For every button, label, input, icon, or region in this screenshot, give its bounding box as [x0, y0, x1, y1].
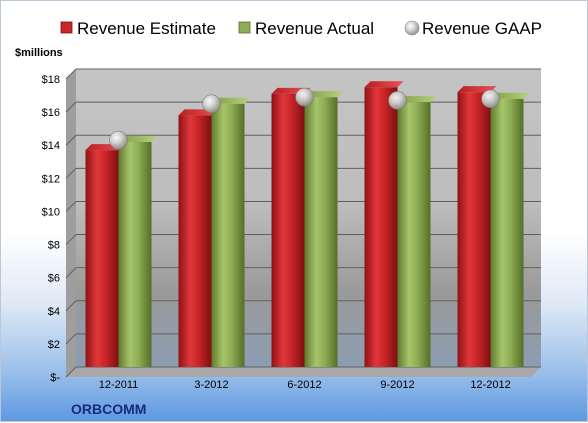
- estimate-bar: [271, 87, 311, 367]
- x-tick-label: 12-2011: [99, 379, 139, 391]
- company-name: ORBCOMM: [71, 401, 146, 417]
- gridline-side: [65, 234, 77, 245]
- y-tick-label: $-: [50, 372, 60, 384]
- y-tick-label: $10: [42, 206, 60, 218]
- actual-bar: [397, 96, 437, 367]
- y-tick-label: $6: [48, 273, 60, 285]
- bars: [85, 81, 530, 368]
- x-tick-label: 9-2012: [380, 379, 414, 391]
- actual-bar-front: [211, 103, 245, 368]
- gridline-side: [65, 167, 77, 179]
- actual-bar: [118, 135, 158, 367]
- legend-swatch: [60, 21, 73, 34]
- y-tick-label: $16: [42, 107, 60, 119]
- actual-bar-top: [490, 92, 530, 99]
- gridline-side: [65, 101, 77, 113]
- estimate-bar: [85, 144, 125, 367]
- gridline-side: [65, 300, 77, 312]
- actual-bar-top: [304, 91, 344, 98]
- y-tick-label: $2: [48, 339, 60, 351]
- legend-label: Revenue GAAP: [422, 19, 542, 38]
- plot-floor: [66, 367, 541, 377]
- gaap-point: [388, 91, 407, 110]
- gridline-side: [65, 267, 77, 279]
- actual-bar-front: [490, 98, 524, 368]
- x-tick-label: 12-2012: [470, 379, 510, 391]
- actual-bar-top: [118, 135, 158, 142]
- actual-bar-front: [397, 102, 431, 367]
- gaap-point: [481, 89, 500, 109]
- y-axis-ticks: $- $2 $4 $6 $8 $10 $12 $14 $16 $18: [42, 74, 61, 384]
- x-axis-ticks: 12-2011 3-2012 6-2012 9-2012 12-2012: [99, 379, 511, 391]
- y-tick-label: $12: [42, 173, 60, 185]
- y-tick-label: $8: [48, 240, 60, 252]
- estimate-bar-front: [178, 115, 212, 367]
- actual-bar-front: [118, 141, 152, 367]
- actual-bar-top: [397, 96, 437, 103]
- chart-legend: Revenue Estimate Revenue Actual Revenue GA…: [60, 19, 542, 38]
- legend-label: Revenue Estimate: [77, 19, 216, 38]
- y-axis-label: $millions: [15, 47, 63, 59]
- gridline-side: [65, 68, 77, 80]
- legend-swatch: [238, 21, 251, 34]
- estimate-bar-front: [457, 92, 491, 367]
- y-tick-label: $14: [42, 140, 60, 152]
- estimate-bar-top: [364, 81, 404, 88]
- actual-bar-front: [304, 97, 338, 368]
- legend-swatch: [404, 20, 420, 36]
- y-tick-label: $18: [42, 74, 60, 86]
- plot-side-wall: [66, 69, 76, 377]
- gaap-points: [109, 87, 500, 150]
- gridline-side: [65, 134, 77, 146]
- gridline-side: [65, 333, 77, 345]
- gaap-point: [295, 87, 314, 107]
- gridline-side: [65, 366, 77, 378]
- actual-bar: [304, 91, 344, 368]
- actual-bar: [211, 97, 251, 368]
- actual-bar-top: [211, 97, 251, 104]
- estimate-bar: [364, 81, 404, 367]
- gaap-point: [202, 94, 221, 114]
- gaap-point: [109, 130, 128, 150]
- estimate-bar-front: [271, 93, 305, 367]
- estimate-bar-front: [364, 87, 398, 367]
- y-tick-label: $4: [48, 306, 60, 318]
- gridline-side: [65, 201, 77, 212]
- estimate-bar: [178, 109, 218, 367]
- estimate-bar-front: [85, 150, 119, 367]
- x-tick-label: 6-2012: [287, 379, 321, 391]
- actual-bar: [490, 92, 530, 368]
- x-tick-label: 3-2012: [194, 379, 228, 391]
- legend-label: Revenue Actual: [255, 19, 374, 38]
